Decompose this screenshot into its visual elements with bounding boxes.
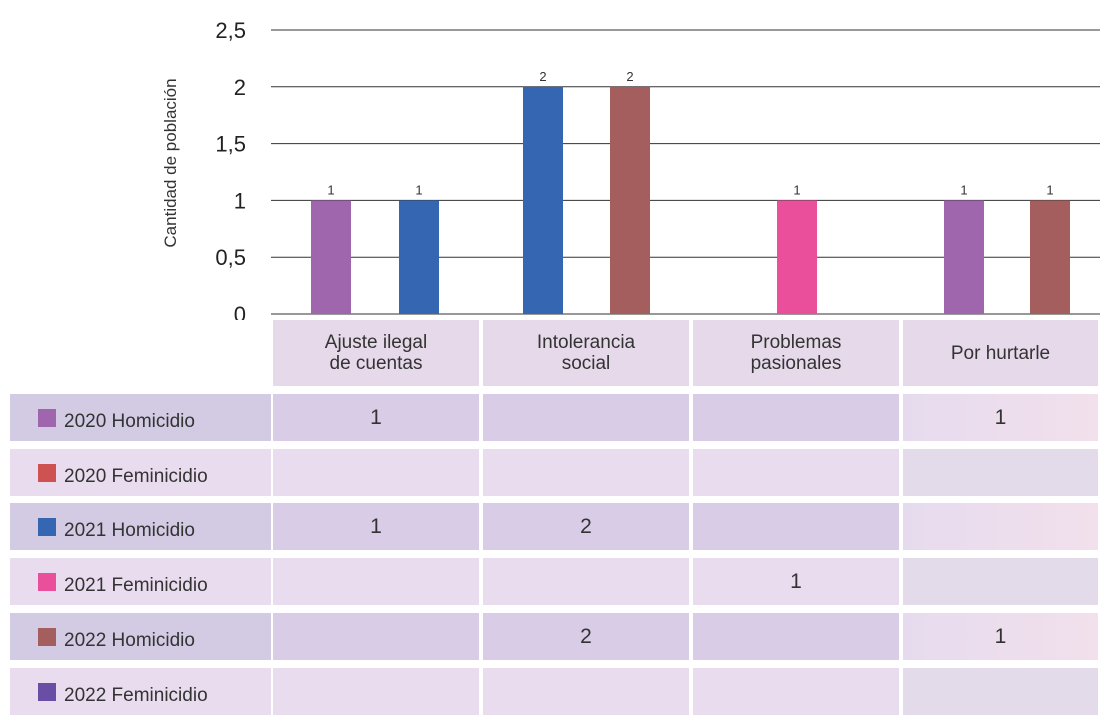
bar [610,86,650,314]
bar-value-label: 1 [327,182,334,197]
table-cell [693,449,899,496]
category-header: Ajuste ilegal de cuentas [273,320,479,386]
y-tick-label: 0 [234,302,246,320]
table-cell [693,503,899,550]
bar [399,200,439,314]
table-cell [273,668,479,715]
table-cell [903,503,1098,550]
bar-value-label: 1 [1046,182,1053,197]
legend-label: 2021 Feminicidio [64,574,208,596]
legend-row-label: 2021 Homicidio [10,503,271,550]
table-cell: 1 [273,394,479,441]
table-cell [903,449,1098,496]
table-cell: 2 [483,613,689,660]
bars [311,86,1070,314]
bar-value-label: 1 [793,182,800,197]
y-tick-label: 1,5 [215,132,246,157]
category-header: Problemas pasionales [693,320,899,386]
table-cell [483,668,689,715]
table-cell [903,558,1098,605]
category-header: Por hurtarle [903,320,1098,386]
table-cell [273,613,479,660]
legend-swatch [38,627,56,646]
bar-chart: 00,511,522,5 Cantidad de población 1 1121… [161,18,1100,320]
category-header: Intolerancia social [483,320,689,386]
data-labels: 1 1 1 2 1 2 1 [327,69,1053,198]
table-cell [903,668,1098,715]
bar [311,200,351,314]
table-cell: 2 [483,503,689,550]
y-axis-ticks: 0 0,5 1 1,5 2 2,5 [215,18,246,320]
table-cell [483,394,689,441]
legend-row-label: 2020 Feminicidio [10,449,271,496]
bar [1030,200,1070,314]
table-cell [693,668,899,715]
bar-value-label: 2 [626,69,633,84]
legend-row-label: 2022 Feminicidio [10,668,271,715]
table-cell [693,394,899,441]
legend-swatch [38,682,56,701]
table-cell: 1 [903,394,1098,441]
legend-label: 2020 Homicidio [64,410,195,432]
bar-value-label: 1 [960,182,967,197]
y-tick-label: 2 [234,75,246,100]
legend-label: 2021 Homicidio [64,519,195,541]
legend-swatch [38,517,56,536]
table-cell [693,613,899,660]
legend-swatch [38,408,56,427]
table-cell: 1 [693,558,899,605]
table-cell [483,449,689,496]
table-cell [273,449,479,496]
bar [777,200,817,314]
y-tick-label: 0,5 [215,245,246,270]
table-cell: 1 [903,613,1098,660]
bar-value-label: 1 [415,182,422,197]
table-cell [273,558,479,605]
legend-row-label: 2022 Homicidio [10,613,271,660]
bar-value-label: 2 [539,69,546,84]
legend-row-label: 2020 Homicidio [10,394,271,441]
bar [944,200,984,314]
legend-swatch [38,463,56,482]
y-tick-label: 1 [234,188,246,213]
legend-row-label: 2021 Feminicidio [10,558,271,605]
y-axis-label: Cantidad de población [161,78,180,247]
legend-label: 2020 Feminicidio [64,465,208,487]
table-cell [483,558,689,605]
table-cell: 1 [273,503,479,550]
legend-swatch [38,572,56,591]
legend-label: 2022 Homicidio [64,629,195,651]
legend-label: 2022 Feminicidio [64,684,208,706]
bar [523,86,563,314]
y-tick-label: 2,5 [215,18,246,43]
